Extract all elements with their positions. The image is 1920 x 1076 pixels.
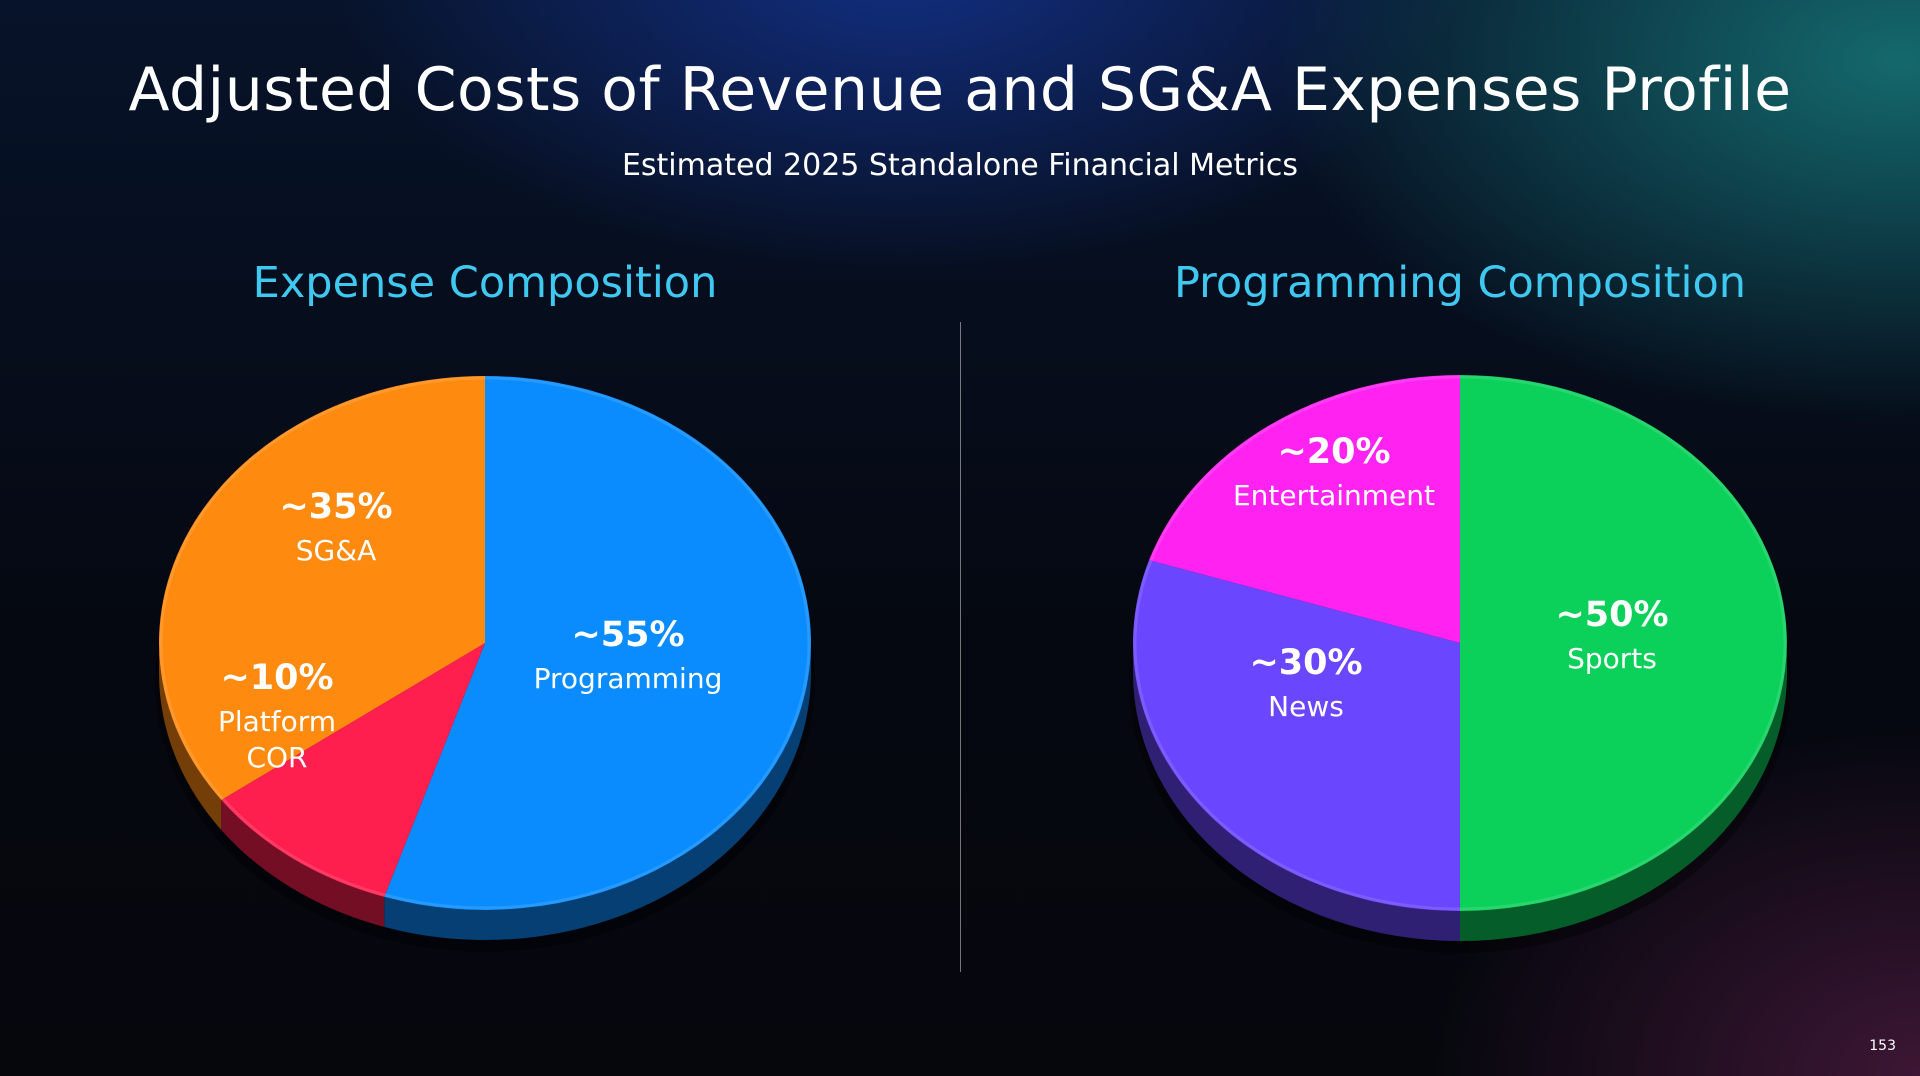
programming-label-value-sports: ~50% bbox=[1555, 595, 1668, 635]
expense-label-name-programming: Programming bbox=[534, 662, 723, 695]
programming-label-value-entertainment: ~20% bbox=[1277, 432, 1390, 472]
expense-label-value-programming: ~55% bbox=[571, 615, 684, 655]
programming-slice-news bbox=[1133, 560, 1460, 911]
expense-slice-platform-cor bbox=[221, 643, 486, 897]
expense-label-value-sg-a: ~35% bbox=[279, 487, 392, 527]
expense-slice-side-platform-cor bbox=[221, 799, 385, 927]
chart-divider bbox=[960, 322, 961, 972]
programming-slice-entertainment bbox=[1149, 375, 1460, 643]
programming-pie-rim bbox=[1133, 375, 1787, 911]
expense-label-value-platform-cor: ~10% bbox=[220, 658, 333, 698]
programming-label-name-entertainment: Entertainment bbox=[1233, 479, 1435, 512]
programming-chart-title: Programming Composition bbox=[1173, 258, 1747, 308]
programming-slice-side-sports bbox=[1460, 643, 1787, 941]
programming-slice-sports bbox=[1460, 375, 1787, 911]
programming-label-name-news: News bbox=[1268, 690, 1344, 723]
programming-label-name-sports: Sports bbox=[1567, 642, 1657, 675]
expense-slice-sg-a bbox=[159, 376, 485, 800]
programming-slice-side-news bbox=[1133, 643, 1460, 941]
slide-title: Adjusted Costs of Revenue and SG&A Expen… bbox=[128, 55, 1792, 125]
expense-slice-side-sg-a bbox=[159, 643, 222, 830]
programming-label-value-news: ~30% bbox=[1249, 643, 1362, 683]
page-number: 153 bbox=[1869, 1038, 1896, 1054]
expense-label-name-platform-cor: Platform COR bbox=[218, 705, 336, 774]
expense-composition-pie: ~55% Programming ~10% Platform COR ~35% SG&A bbox=[155, 376, 815, 952]
expense-pie-rim bbox=[159, 376, 811, 910]
expense-label-name-sg-a: SG&A bbox=[296, 534, 376, 567]
slide-subtitle: Estimated 2025 Standalone Financial Metr… bbox=[621, 148, 1299, 183]
expense-slice-programming bbox=[384, 376, 812, 910]
expense-slice-side-programming bbox=[384, 643, 811, 940]
expense-chart-title: Expense Composition bbox=[252, 258, 718, 308]
